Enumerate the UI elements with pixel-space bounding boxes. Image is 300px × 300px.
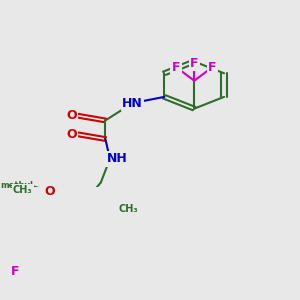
Text: methyl: methyl — [0, 181, 33, 190]
Text: F: F — [172, 61, 180, 74]
Text: F: F — [11, 265, 19, 278]
Text: F: F — [208, 61, 217, 74]
Text: O: O — [45, 185, 55, 198]
Text: O: O — [67, 109, 77, 122]
Text: CH₃: CH₃ — [118, 204, 138, 214]
Text: F: F — [190, 57, 199, 70]
Text: CH₃: CH₃ — [13, 185, 33, 195]
Text: O: O — [67, 128, 77, 141]
Text: NH: NH — [107, 152, 128, 165]
Text: HN: HN — [122, 97, 143, 110]
